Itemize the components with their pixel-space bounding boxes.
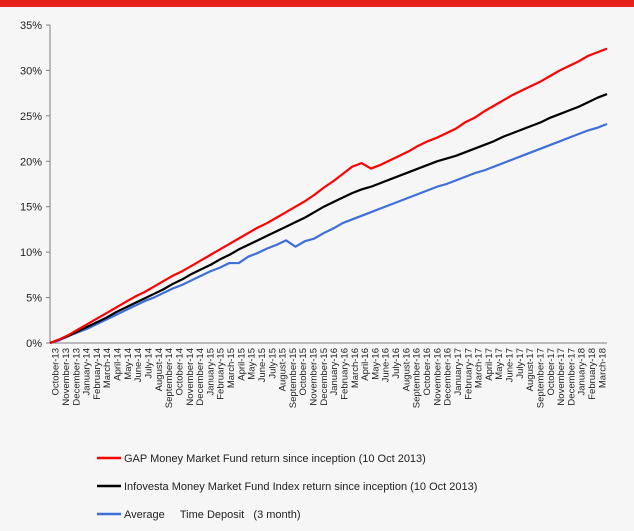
x-tick-label: December-14 bbox=[195, 348, 206, 406]
x-tick-label: June-17 bbox=[505, 348, 516, 382]
x-tick-label: January-18 bbox=[577, 348, 588, 396]
y-tick-label: 15% bbox=[20, 202, 42, 214]
x-tick-label: June-16 bbox=[381, 348, 392, 382]
y-tick-label: 0% bbox=[26, 338, 42, 350]
x-tick-label: January-16 bbox=[329, 348, 340, 396]
x-tick-label: July-14 bbox=[143, 348, 154, 379]
series-line-1 bbox=[49, 47, 608, 345]
x-tick-label: February-17 bbox=[463, 348, 474, 400]
x-tick-label: February-14 bbox=[92, 348, 103, 400]
y-tick-label: 25% bbox=[20, 111, 42, 123]
x-tick-label: October-14 bbox=[174, 348, 185, 396]
x-tick-label: November-13 bbox=[61, 348, 72, 406]
x-tick-label: July-15 bbox=[267, 348, 278, 379]
plot-area bbox=[49, 47, 608, 345]
x-tick-label: November-15 bbox=[309, 348, 320, 406]
x-tick-label: December-13 bbox=[71, 348, 82, 406]
x-tick-label: December-15 bbox=[319, 348, 330, 406]
x-tick-label: November-14 bbox=[185, 348, 196, 406]
x-tick-label: October-16 bbox=[422, 348, 433, 396]
x-tick-label: October-17 bbox=[546, 348, 557, 396]
x-tick-label: March-17 bbox=[474, 348, 485, 388]
x-tick-label: September-15 bbox=[288, 348, 299, 408]
y-tick-label: 20% bbox=[20, 156, 42, 168]
x-tick-label: April-15 bbox=[236, 348, 247, 381]
y-tick-label: 30% bbox=[20, 65, 42, 77]
x-tick-label: April-16 bbox=[360, 348, 371, 381]
x-tick-label: August-17 bbox=[525, 348, 536, 391]
x-tick-label: October-15 bbox=[298, 348, 309, 396]
x-tick-label: January-17 bbox=[453, 348, 464, 396]
y-tick-label: 35% bbox=[20, 20, 42, 32]
x-tick-label: January-15 bbox=[205, 348, 216, 396]
x-tick-label: February-18 bbox=[587, 348, 598, 400]
x-tick-label: September-14 bbox=[164, 348, 175, 408]
legend-label-2: Infovesta Money Market Fund Index return… bbox=[124, 481, 477, 493]
x-tick-label: April-14 bbox=[113, 348, 124, 381]
x-tick-label: January-14 bbox=[82, 348, 93, 396]
x-tick-label: July-16 bbox=[391, 348, 402, 379]
x-tick-label: December-16 bbox=[443, 348, 454, 406]
legend-label-3: Average Time Deposit (3 month) bbox=[124, 509, 300, 521]
x-tick-label: August-16 bbox=[401, 348, 412, 391]
y-tick-label: 10% bbox=[20, 247, 42, 259]
top-banner bbox=[0, 0, 634, 7]
legend: GAP Money Market Fund return since incep… bbox=[97, 453, 477, 521]
legend-label-1: GAP Money Market Fund return since incep… bbox=[124, 453, 426, 465]
x-tick-label: April-17 bbox=[484, 348, 495, 381]
x-tick-label: November-17 bbox=[556, 348, 567, 406]
x-tick-label: May-17 bbox=[494, 348, 505, 380]
series-line-2 bbox=[49, 93, 608, 345]
series-line-3 bbox=[49, 123, 608, 345]
x-tick-label: May-16 bbox=[370, 348, 381, 380]
x-tick-label: June-15 bbox=[257, 348, 268, 382]
x-tick-label: August-15 bbox=[278, 348, 289, 391]
x-tick-label: February-15 bbox=[216, 348, 227, 400]
x-tick-label: March-15 bbox=[226, 348, 237, 388]
x-tick-label: May-15 bbox=[247, 348, 258, 380]
x-tick-label: March-14 bbox=[102, 348, 113, 388]
x-tick-label: March-18 bbox=[597, 348, 608, 388]
x-tick-label: March-16 bbox=[350, 348, 361, 388]
y-axis: 0% 5% 10% 15% 20% 25% 30% 35% bbox=[20, 20, 51, 350]
x-tick-label: February-16 bbox=[339, 348, 350, 400]
x-tick-label: May-14 bbox=[123, 348, 134, 380]
y-tick-label: 5% bbox=[26, 293, 42, 305]
x-tick-label: December-17 bbox=[566, 348, 577, 406]
x-tick-label: October-13 bbox=[51, 348, 62, 396]
x-tick-label: November-16 bbox=[432, 348, 443, 406]
x-tick-label: July-17 bbox=[515, 348, 526, 379]
x-tick-label: September-17 bbox=[535, 348, 546, 408]
x-tick-label: August-14 bbox=[154, 348, 165, 391]
x-tick-label: June-14 bbox=[133, 348, 144, 382]
x-axis: October-13 November-13 December-13 January-… bbox=[50, 342, 608, 408]
x-tick-label: September-16 bbox=[412, 348, 423, 408]
